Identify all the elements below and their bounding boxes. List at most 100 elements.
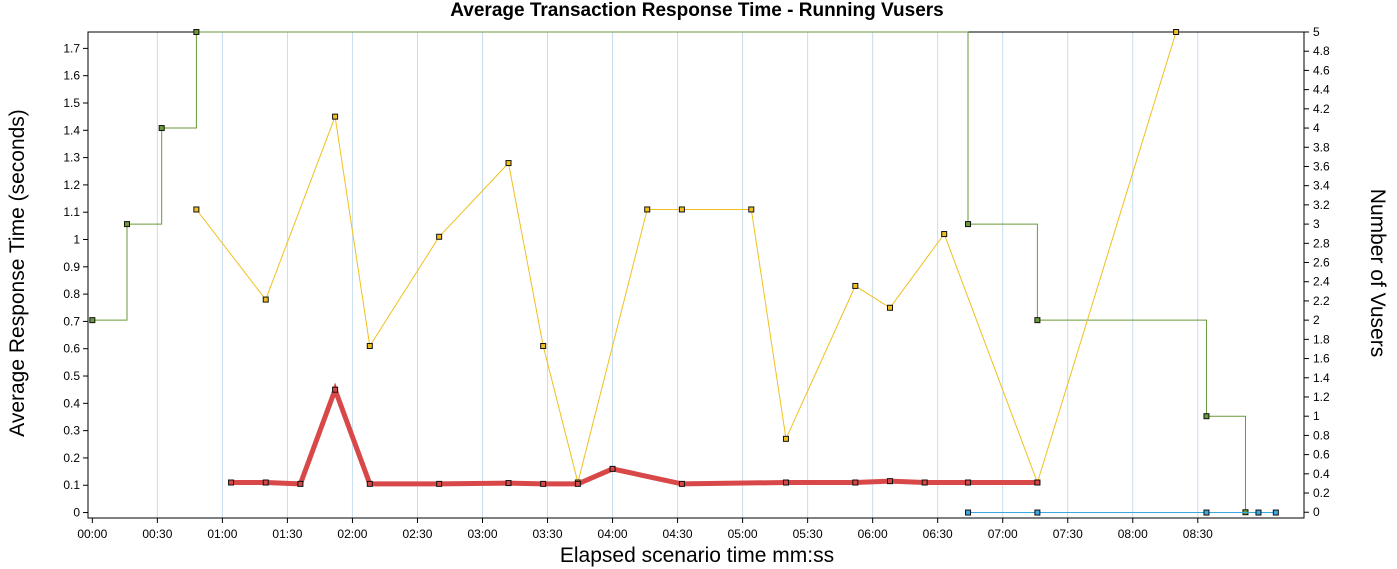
y-left-tick-label: 0.6 [63,342,80,356]
data-point [262,479,269,486]
y-right-tick-label: 3 [1313,217,1320,231]
data-point [366,342,373,349]
x-tick-label: 03:00 [467,527,497,541]
x-tick-label: 04:30 [663,527,693,541]
data-point [1034,509,1041,516]
y-right-tick-label: 1.8 [1313,332,1330,346]
data-point [886,478,893,485]
x-axis-title: Elapsed scenario time mm:ss [560,544,834,567]
y-right-tick-label: 0.8 [1313,428,1330,442]
y-right-tick-label: 0 [1313,505,1320,519]
y-right-tick-label: 1.4 [1313,371,1330,385]
data-point [193,206,200,213]
y-right-tick-label: 4 [1313,121,1320,135]
x-axis: 00:00 00:30 01:00 01:30 02:00 02:30 03:00 03:30… [77,518,1213,541]
y-left-tick-label: 1.6 [63,69,80,83]
data-point [193,29,200,35]
data-point [886,304,893,311]
y-left-axis-title: Average Response Time (seconds) [6,109,29,437]
y-left-tick-label: 0.1 [63,478,80,492]
data-point [124,221,131,228]
data-point [574,480,581,487]
data-point [540,480,547,487]
y-left-tick-label: 1.1 [63,205,80,219]
x-tick-label: 03:30 [533,527,563,541]
x-tick-label: 08:30 [1183,527,1213,541]
data-point [1034,317,1041,324]
y-left-tick-label: 1.4 [63,123,80,137]
y-right-axis: 0 0.2 0.4 0.6 0.8 1 1.2 1.4 1.6 1.8 2 2.2 2.4 2.6 2.8 3… [1304,25,1330,519]
y-left-tick-label: 0.9 [63,260,80,274]
data-point [1203,413,1210,420]
data-point [965,221,972,228]
data-point [965,479,972,486]
data-point [436,233,443,240]
y-right-tick-label: 5 [1313,25,1320,39]
data-point [505,160,512,167]
y-right-tick-label: 0.6 [1313,448,1330,462]
x-tick-label: 05:00 [728,527,758,541]
x-tick-label: 02:30 [402,527,432,541]
series-line-0 [92,31,1246,513]
x-tick-label: 01:00 [207,527,237,541]
y-left-tick-label: 0.8 [63,287,80,301]
y-right-tick-label: 1.2 [1313,390,1330,404]
data-point [965,509,972,516]
data-point [782,479,789,486]
data-point [366,480,373,487]
data-point [941,231,948,238]
grid [156,32,1199,518]
y-right-tick-label: 4.6 [1313,63,1330,77]
x-tick-label: 06:30 [923,527,953,541]
y-left-tick-label: 0.2 [63,451,80,465]
data-point [782,435,789,442]
y-left-tick-label: 1.5 [63,96,80,110]
x-tick-label: 00:30 [142,527,172,541]
y-left-tick-label: 1.7 [63,41,80,55]
y-right-tick-label: 2.8 [1313,236,1330,250]
y-left-tick-label: 0.7 [63,314,80,328]
y-right-tick-label: 0.4 [1313,467,1330,481]
data-point [644,206,651,213]
y-right-tick-label: 2.2 [1313,294,1330,308]
x-tick-label: 07:30 [1053,527,1083,541]
y-left-tick-label: 1.3 [63,151,80,165]
data-point [1255,509,1262,516]
plot-area [87,31,1305,519]
data-point [505,480,512,487]
x-tick-label: 00:00 [77,527,107,541]
x-tick-label: 01:30 [272,527,302,541]
y-right-tick-label: 1.6 [1313,352,1330,366]
x-tick-label: 08:00 [1118,527,1148,541]
data-point [262,296,269,303]
y-left-tick-label: 0.5 [63,369,80,383]
y-left-tick-label: 0 [73,506,80,520]
y-right-tick-label: 2 [1313,313,1320,327]
data-point [1272,509,1279,516]
y-right-axis-title: Number of Vusers [1366,189,1389,357]
x-tick-label: 02:00 [337,527,367,541]
y-right-tick-label: 3.4 [1313,179,1330,193]
data-point [436,480,443,487]
data-point [540,342,547,349]
data-point [678,206,685,213]
x-tick-label: 05:30 [793,527,823,541]
data-point [1203,509,1210,516]
y-left-tick-label: 0.3 [63,424,80,438]
y-right-tick-label: 4.4 [1313,83,1330,97]
y-right-tick-label: 4.8 [1313,44,1330,58]
y-right-tick-label: 3.6 [1313,159,1330,173]
y-right-tick-label: 2.4 [1313,275,1330,289]
y-right-tick-label: 3.8 [1313,140,1330,154]
data-point [1173,29,1180,35]
x-tick-label: 07:00 [988,527,1018,541]
data-point [852,282,859,289]
chart-title: Average Transaction Response Time - Runn… [450,0,943,21]
data-point [89,317,96,324]
data-point [158,125,165,132]
x-tick-label: 04:00 [598,527,628,541]
data-point [921,479,928,486]
y-right-tick-label: 2.6 [1313,256,1330,270]
data-point [852,479,859,486]
